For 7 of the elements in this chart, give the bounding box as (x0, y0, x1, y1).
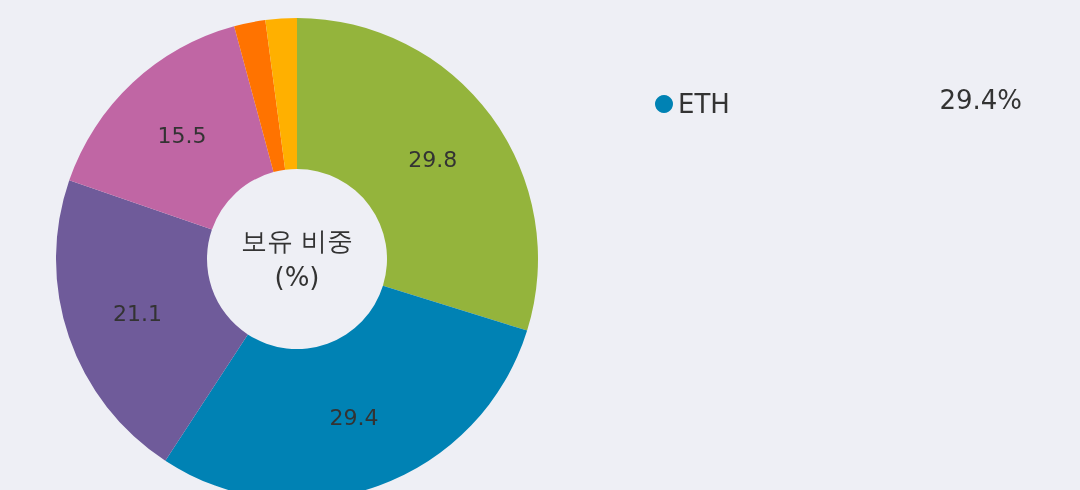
data-label: 29.8 (408, 146, 458, 172)
text: 보유 비중 (%) (240, 226, 354, 292)
data-label: 21.1 (113, 301, 163, 327)
legend-label: ETH (678, 89, 730, 119)
data-label: 29.4 (329, 405, 379, 431)
data-label: 15.5 (157, 123, 207, 149)
text: 29.4% (939, 85, 1022, 115)
